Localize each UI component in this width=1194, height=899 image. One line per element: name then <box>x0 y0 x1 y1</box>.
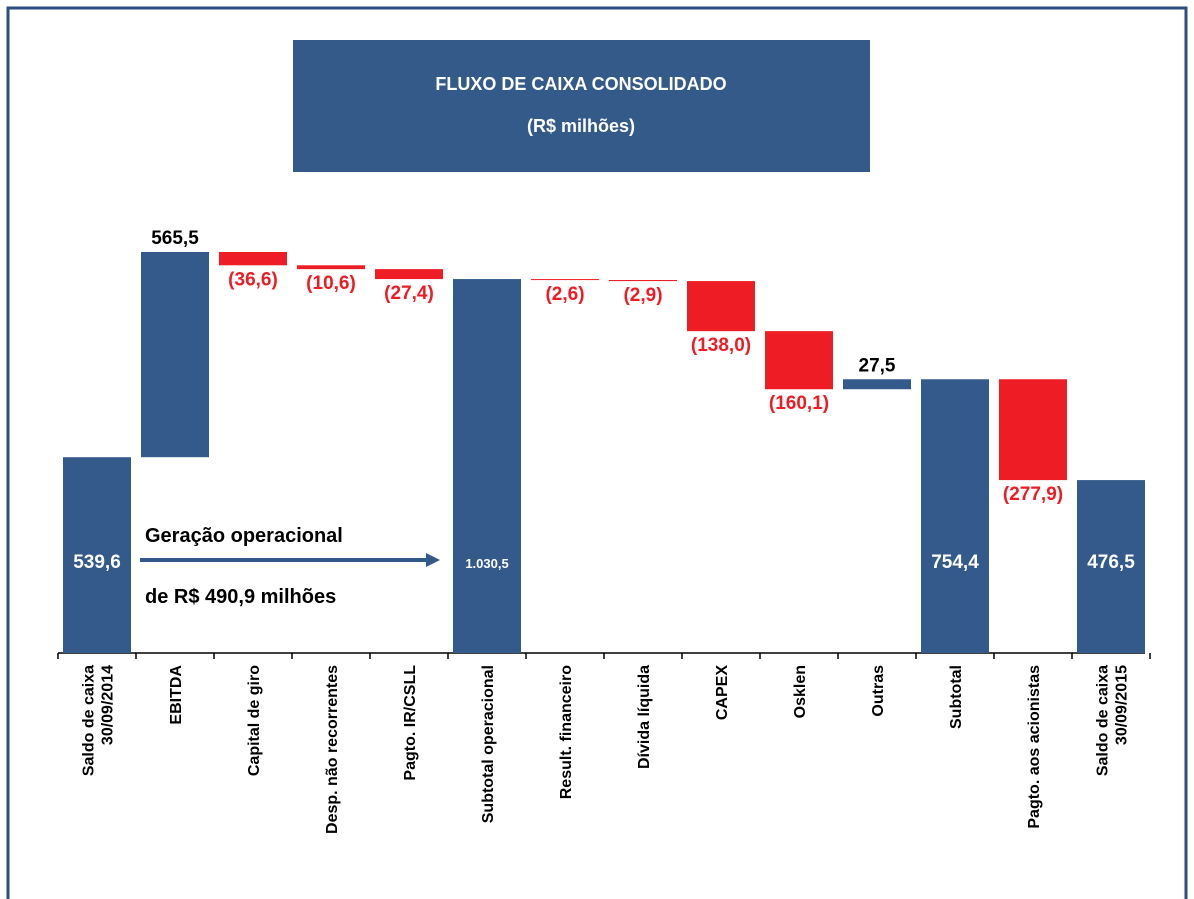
x-tick-label: CAPEX <box>714 665 731 720</box>
bar <box>921 379 989 653</box>
x-tick-label: Saldo de caixa 30/09/2014 <box>81 665 117 776</box>
value-label: (138,0) <box>691 335 751 356</box>
chart-subtitle: (R$ milhões) <box>527 116 635 136</box>
x-tick-label: Capital de giro <box>246 665 263 776</box>
bar <box>453 279 521 653</box>
x-tick-label: Outras <box>870 665 887 717</box>
value-label: 754,4 <box>931 552 979 573</box>
arrow-head <box>426 553 440 567</box>
value-label: (160,1) <box>769 393 829 414</box>
bar <box>687 281 755 332</box>
bar <box>63 457 131 653</box>
x-tick-label: Subtotal <box>948 665 965 729</box>
bar <box>609 280 677 282</box>
x-tick-label: Saldo de caixa 30/09/2015 <box>1095 665 1131 776</box>
x-tick-label: EBITDA <box>168 665 185 725</box>
x-tick-label: Pagto. IR/CSLL <box>402 665 419 781</box>
annotation: de R$ 490,9 milhões <box>145 586 336 608</box>
x-tick-label: Pagto. aos acionistas <box>1026 665 1043 829</box>
x-tick-label: Osklen <box>792 665 809 718</box>
value-label: (2,6) <box>545 284 584 305</box>
chart-title: FLUXO DE CAIXA CONSOLIDADO <box>435 74 726 94</box>
bar <box>219 252 287 266</box>
x-tick-label: Dívida líquida <box>636 665 653 769</box>
bar <box>531 279 599 281</box>
bar <box>765 331 833 390</box>
title-box <box>293 40 870 172</box>
x-tick-label: Subtotal operacional <box>480 665 497 823</box>
value-label: (277,9) <box>1003 484 1063 505</box>
annotation: Geração operacional <box>145 525 343 547</box>
value-label: 27,5 <box>859 355 896 376</box>
bar <box>1077 480 1145 653</box>
x-tick-label: Result. financeiro <box>558 665 575 799</box>
value-label: (2,9) <box>623 285 662 306</box>
value-label: (27,4) <box>384 283 434 304</box>
value-label: 1.030,5 <box>465 556 508 571</box>
bar <box>999 379 1067 481</box>
value-label: 565,5 <box>151 228 199 249</box>
value-label: (36,6) <box>228 269 278 290</box>
value-label: 539,6 <box>73 552 121 573</box>
bar <box>843 379 911 390</box>
value-label: 476,5 <box>1087 552 1135 573</box>
value-label: (10,6) <box>306 273 356 294</box>
bar <box>297 265 365 270</box>
x-tick-label: Desp. não recorrentes <box>324 665 341 834</box>
bar <box>375 269 443 280</box>
bar <box>141 252 209 458</box>
